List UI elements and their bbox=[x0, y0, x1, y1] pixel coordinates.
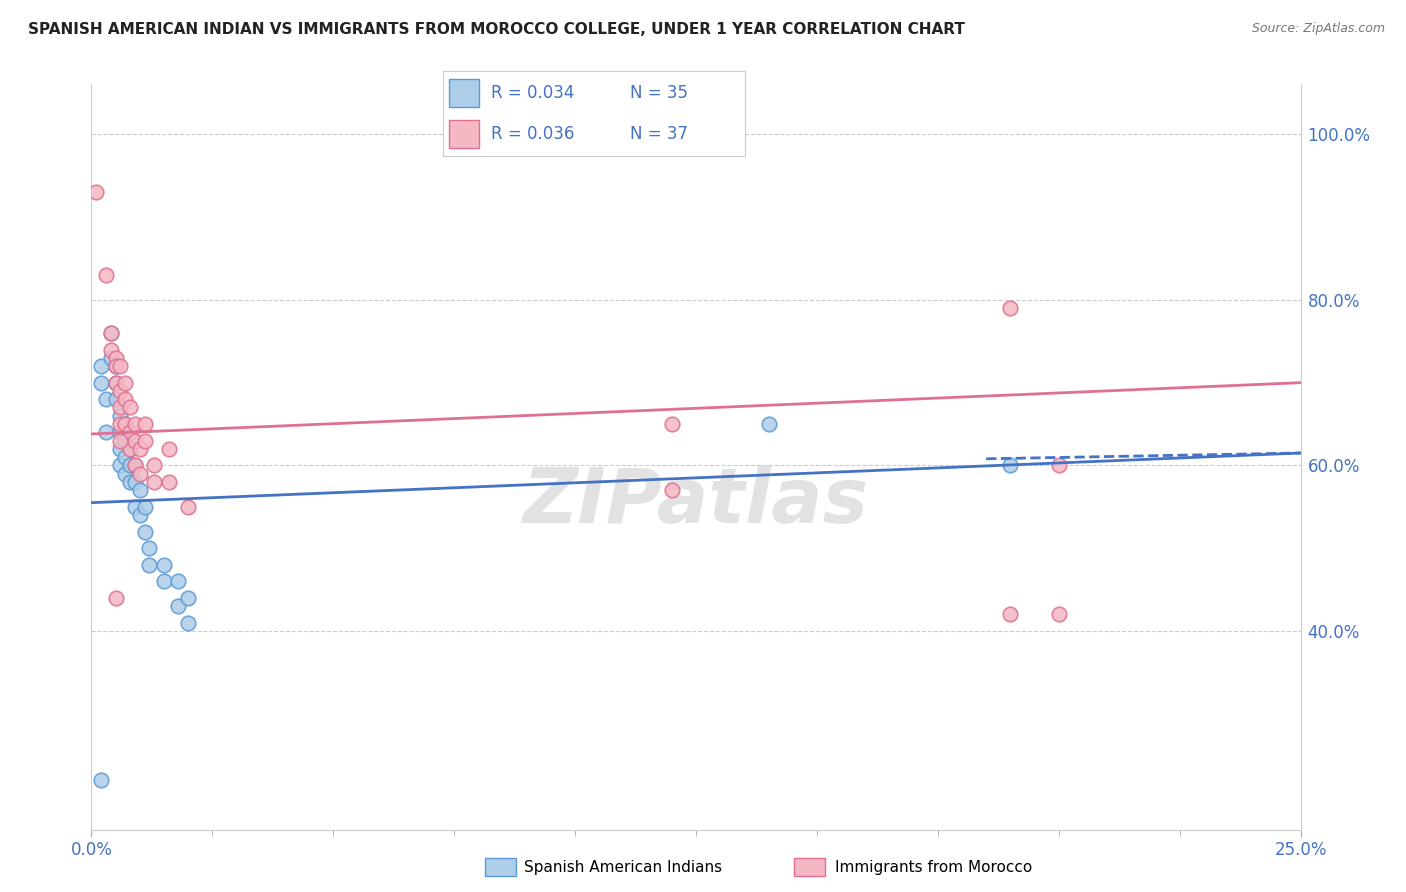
Text: R = 0.036: R = 0.036 bbox=[491, 125, 575, 143]
Point bbox=[114, 450, 136, 464]
Text: SPANISH AMERICAN INDIAN VS IMMIGRANTS FROM MOROCCO COLLEGE, UNDER 1 YEAR CORRELA: SPANISH AMERICAN INDIAN VS IMMIGRANTS FR… bbox=[28, 22, 965, 37]
Point bbox=[120, 442, 142, 456]
Point bbox=[124, 475, 146, 489]
Point bbox=[104, 351, 127, 365]
Point bbox=[128, 467, 150, 481]
Point bbox=[128, 508, 150, 522]
Text: Spanish American Indians: Spanish American Indians bbox=[524, 860, 723, 874]
Point bbox=[124, 458, 146, 473]
Point bbox=[134, 524, 156, 539]
Point bbox=[120, 475, 142, 489]
Point bbox=[128, 483, 150, 498]
Point bbox=[104, 392, 127, 407]
Point bbox=[167, 599, 190, 614]
Point bbox=[177, 615, 200, 630]
Point bbox=[143, 475, 166, 489]
Point bbox=[758, 417, 780, 431]
Point bbox=[134, 500, 156, 514]
Point bbox=[1047, 458, 1070, 473]
Point bbox=[153, 558, 176, 572]
Point bbox=[120, 458, 142, 473]
Point bbox=[94, 392, 117, 407]
Point bbox=[110, 409, 132, 423]
Point bbox=[114, 417, 136, 431]
Point bbox=[90, 359, 112, 373]
Point bbox=[120, 442, 142, 456]
Point bbox=[138, 541, 160, 556]
Point bbox=[90, 376, 112, 390]
Point bbox=[104, 359, 127, 373]
FancyBboxPatch shape bbox=[449, 79, 479, 107]
Point bbox=[120, 425, 142, 440]
Point bbox=[120, 401, 142, 415]
Point bbox=[104, 591, 127, 605]
Point bbox=[90, 772, 112, 787]
Point bbox=[1000, 607, 1022, 622]
Point bbox=[177, 500, 200, 514]
Point bbox=[153, 574, 176, 589]
Point bbox=[661, 417, 683, 431]
Point bbox=[177, 591, 200, 605]
Point bbox=[100, 326, 122, 340]
Point bbox=[143, 458, 166, 473]
Point bbox=[100, 351, 122, 365]
Point bbox=[1000, 301, 1022, 315]
Point bbox=[157, 442, 180, 456]
Point bbox=[124, 434, 146, 448]
Point bbox=[104, 376, 127, 390]
Point bbox=[124, 500, 146, 514]
Text: N = 37: N = 37 bbox=[630, 125, 689, 143]
Point bbox=[157, 475, 180, 489]
Point bbox=[110, 359, 132, 373]
Point bbox=[110, 434, 132, 448]
Point bbox=[134, 434, 156, 448]
Point bbox=[110, 401, 132, 415]
Text: Immigrants from Morocco: Immigrants from Morocco bbox=[835, 860, 1032, 874]
Point bbox=[110, 458, 132, 473]
Text: R = 0.034: R = 0.034 bbox=[491, 85, 575, 103]
Text: N = 35: N = 35 bbox=[630, 85, 689, 103]
Point bbox=[110, 442, 132, 456]
Point bbox=[94, 425, 117, 440]
Point bbox=[114, 376, 136, 390]
Point bbox=[114, 434, 136, 448]
Point bbox=[1047, 607, 1070, 622]
Point bbox=[114, 467, 136, 481]
Text: Source: ZipAtlas.com: Source: ZipAtlas.com bbox=[1251, 22, 1385, 36]
Point bbox=[134, 417, 156, 431]
Point bbox=[661, 483, 683, 498]
Point bbox=[167, 574, 190, 589]
Point bbox=[114, 392, 136, 407]
Point bbox=[1000, 458, 1022, 473]
Point bbox=[110, 417, 132, 431]
Point bbox=[114, 417, 136, 431]
Point bbox=[124, 458, 146, 473]
Point bbox=[100, 343, 122, 357]
Point bbox=[110, 425, 132, 440]
Point bbox=[100, 326, 122, 340]
Point bbox=[110, 384, 132, 398]
Point bbox=[124, 417, 146, 431]
Point bbox=[128, 442, 150, 456]
Point bbox=[94, 268, 117, 282]
Point bbox=[104, 376, 127, 390]
Text: ZIPatlas: ZIPatlas bbox=[523, 465, 869, 539]
Point bbox=[138, 558, 160, 572]
Point bbox=[84, 186, 107, 200]
FancyBboxPatch shape bbox=[449, 120, 479, 147]
Point bbox=[104, 359, 127, 373]
